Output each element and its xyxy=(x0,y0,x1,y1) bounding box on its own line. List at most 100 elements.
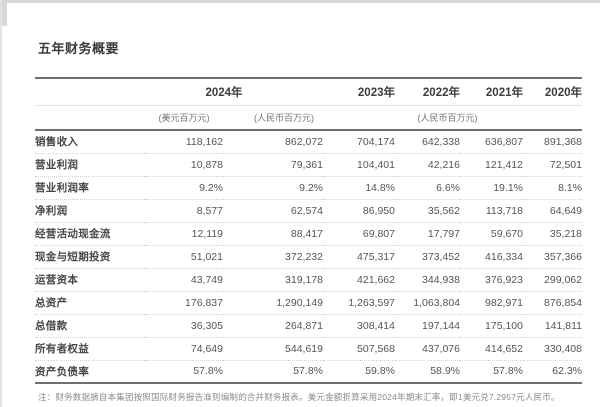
cell-value: 197,144 xyxy=(422,319,460,332)
cell-value: 642,338 xyxy=(422,135,460,148)
cell-value: 59,670 xyxy=(490,227,523,240)
table-row: 总借款 36,305 264,871 308,414 197,144 175,1… xyxy=(35,314,582,337)
cell-value: 1,063,804 xyxy=(413,296,460,309)
window-left-edge xyxy=(0,0,2,407)
year-header-row: 2024年 2023年 2022年 2021年 2020年 xyxy=(35,77,582,105)
cell-value: 876,854 xyxy=(544,296,582,309)
window-top-edge xyxy=(0,0,600,3)
year-header-2022: 2022年 xyxy=(395,77,460,105)
cell-value: 141,811 xyxy=(544,319,582,332)
cell-value: 308,414 xyxy=(357,319,395,332)
table-row: 运营资本 43,749 319,178 421,662 344,938 376,… xyxy=(35,268,582,291)
page-title: 五年财务概要 xyxy=(38,41,120,56)
cell-value: 299,062 xyxy=(544,273,582,286)
table-row: 资产负债率 57.8% 57.8% 59.8% 58.9% 57.8% 62.3… xyxy=(35,360,582,383)
cell-value: 86,950 xyxy=(362,204,395,217)
unit-rmb-millions-prior-years: (人民币百万元) xyxy=(323,104,582,131)
cell-value: 414,652 xyxy=(485,342,523,355)
table-row: 经营活动现金流 12,119 88,417 69,807 17,797 59,6… xyxy=(35,222,582,245)
cell-value: 8.1% xyxy=(558,181,582,194)
cell-value: 51,021 xyxy=(190,250,223,263)
financial-summary-table: 2024年 2023年 2022年 2021年 2020年 (美元百万元) (人… xyxy=(35,77,582,384)
cell-value: 62,574 xyxy=(290,204,323,217)
cell-value: 1,290,149 xyxy=(276,296,323,309)
cell-value: 17,797 xyxy=(427,227,460,240)
cell-value: 475,317 xyxy=(357,250,395,263)
cell-value: 88,417 xyxy=(290,227,323,240)
table-row: 营业利润率 9.2% 9.2% 14.8% 6.6% 19.1% 8.1% xyxy=(35,176,582,199)
table-row: 营业利润 10,878 79,361 104,401 42,216 121,41… xyxy=(35,153,582,176)
cell-value: 376,923 xyxy=(485,273,523,286)
cell-value: 437,076 xyxy=(422,342,460,355)
table-row: 总资产 176,837 1,290,149 1,263,597 1,063,80… xyxy=(35,291,582,314)
cell-value: 35,562 xyxy=(427,204,460,217)
table-row: 净利润 8,577 62,574 86,950 35,562 113,718 6… xyxy=(35,199,582,222)
table-row: 现金与短期投资 51,021 372,232 475,317 373,452 4… xyxy=(35,245,582,268)
cell-value: 104,401 xyxy=(357,158,395,171)
cell-value: 58.9% xyxy=(430,365,460,378)
cell-value: 544,619 xyxy=(285,342,323,355)
row-label: 现金与短期投资 xyxy=(35,251,111,263)
row-label: 经营活动现金流 xyxy=(35,228,111,240)
cell-value: 416,334 xyxy=(485,250,523,263)
table-row: 销售收入 118,162 862,072 704,174 642,338 636… xyxy=(35,130,582,153)
cell-value: 79,361 xyxy=(290,158,323,171)
cell-value: 69,807 xyxy=(362,227,395,240)
row-label: 营业利润率 xyxy=(35,182,89,194)
row-label: 运营资本 xyxy=(35,274,79,286)
cell-value: 507,568 xyxy=(357,342,395,355)
cell-value: 118,162 xyxy=(185,135,223,148)
cell-value: 59.8% xyxy=(365,365,395,378)
cell-value: 19.1% xyxy=(493,181,523,194)
window-corner-shade xyxy=(0,0,7,26)
row-label: 所有者权益 xyxy=(35,343,89,355)
cell-value: 862,072 xyxy=(285,135,323,148)
row-label: 总借款 xyxy=(35,320,68,332)
cell-value: 57.8% xyxy=(293,365,323,378)
cell-value: 357,366 xyxy=(544,250,582,263)
cell-value: 421,662 xyxy=(357,273,395,286)
unit-header-row: (美元百万元) (人民币百万元) (人民币百万元) xyxy=(35,104,582,131)
cell-value: 891,368 xyxy=(544,135,582,148)
cell-value: 35,218 xyxy=(549,227,582,240)
cell-value: 72,501 xyxy=(549,158,582,171)
unit-usd-millions: (美元百万元) xyxy=(145,104,223,131)
row-label: 总资产 xyxy=(35,297,68,309)
empty-unit-cell xyxy=(35,104,145,131)
cell-value: 64,649 xyxy=(549,204,582,217)
year-header-2023: 2023年 xyxy=(323,77,395,105)
cell-value: 264,871 xyxy=(285,319,323,332)
row-label: 资产负债率 xyxy=(35,365,89,378)
cell-value: 62.3% xyxy=(552,365,582,378)
cell-value: 319,178 xyxy=(285,273,323,286)
cell-value: 121,412 xyxy=(485,158,523,171)
table-row: 所有者权益 74,649 544,619 507,568 437,076 414… xyxy=(35,337,582,360)
cell-value: 113,718 xyxy=(485,204,523,217)
cell-value: 175,100 xyxy=(485,319,523,332)
row-label: 净利润 xyxy=(35,205,68,217)
empty-header-cell xyxy=(35,77,145,105)
cell-value: 344,938 xyxy=(422,273,460,286)
cell-value: 43,749 xyxy=(190,273,223,286)
year-header-2024: 2024年 xyxy=(145,77,323,105)
unit-rmb-millions-2024: (人民币百万元) xyxy=(223,104,323,131)
row-label: 营业利润 xyxy=(35,159,79,171)
cell-value: 74,649 xyxy=(190,342,223,355)
cell-value: 1,263,597 xyxy=(348,296,395,309)
cell-value: 372,232 xyxy=(285,250,323,263)
cell-value: 330,408 xyxy=(544,342,582,355)
cell-value: 6.6% xyxy=(436,181,460,194)
cell-value: 57.8% xyxy=(193,365,223,378)
cell-value: 704,174 xyxy=(357,135,395,148)
cell-value: 176,837 xyxy=(185,296,223,309)
footnote: 注：财务数据摘自本集团按照国际财务报告准则编制的合并财务报表。美元金额折算采用2… xyxy=(38,392,560,402)
table-body: 销售收入 118,162 862,072 704,174 642,338 636… xyxy=(35,130,582,383)
cell-value: 14.8% xyxy=(365,181,395,194)
cell-value: 373,452 xyxy=(422,250,460,263)
cell-value: 9.2% xyxy=(299,181,323,194)
cell-value: 982,971 xyxy=(485,296,523,309)
cell-value: 9.2% xyxy=(199,181,223,194)
cell-value: 8,577 xyxy=(196,204,223,217)
row-label: 销售收入 xyxy=(35,136,79,149)
cell-value: 636,807 xyxy=(485,135,523,148)
